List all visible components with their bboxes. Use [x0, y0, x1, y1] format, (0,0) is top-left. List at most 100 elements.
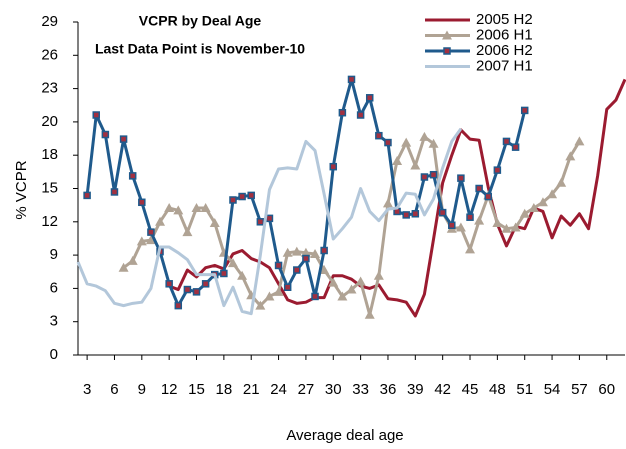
- marker: [264, 291, 275, 301]
- x-tick-label: 36: [380, 381, 397, 398]
- marker: [384, 138, 392, 147]
- marker: [320, 246, 328, 255]
- y-tick-label: 9: [50, 246, 58, 263]
- marker: [291, 246, 302, 256]
- marker: [310, 248, 321, 258]
- marker: [274, 261, 283, 270]
- marker: [136, 236, 147, 246]
- x-tick-label: 33: [352, 381, 369, 398]
- marker: [501, 223, 512, 233]
- y-tick-label: 0: [50, 346, 58, 363]
- marker: [256, 218, 265, 226]
- legend-label: 2006 H1: [476, 26, 533, 43]
- x-tick-label: 6: [110, 381, 118, 398]
- marker: [247, 191, 255, 200]
- marker: [293, 266, 301, 274]
- x-tick-label: 42: [434, 381, 451, 398]
- y-tick-label: 12: [41, 213, 58, 230]
- marker: [165, 280, 173, 288]
- marker: [448, 221, 456, 229]
- series-line: [85, 77, 527, 308]
- marker: [283, 283, 292, 292]
- marker: [556, 177, 567, 187]
- marker: [138, 198, 146, 207]
- marker: [300, 247, 311, 257]
- marker: [410, 160, 421, 170]
- marker: [465, 244, 476, 254]
- marker: [428, 138, 439, 148]
- x-tick-label: 9: [138, 381, 146, 398]
- y-tick-label: 18: [41, 146, 58, 163]
- marker: [265, 214, 274, 223]
- marker: [365, 94, 374, 102]
- x-tick-label: 54: [544, 381, 561, 398]
- marker: [382, 198, 393, 208]
- marker: [402, 211, 410, 219]
- marker: [183, 285, 192, 294]
- marker: [164, 203, 175, 213]
- x-tick-label: 51: [516, 381, 533, 398]
- marker: [127, 255, 138, 265]
- x-tick-label: 21: [243, 381, 260, 398]
- marker: [147, 228, 155, 236]
- marker: [547, 189, 558, 199]
- marker: [438, 208, 447, 217]
- marker: [110, 188, 119, 196]
- marker: [537, 197, 548, 207]
- marker: [83, 191, 91, 200]
- marker: [492, 217, 503, 227]
- marker: [182, 227, 193, 237]
- marker: [484, 192, 492, 201]
- marker: [174, 301, 183, 310]
- x-tick-label: 15: [188, 381, 205, 398]
- marker: [420, 173, 429, 181]
- x-tick-label: 39: [407, 381, 424, 398]
- x-tick-label: 27: [298, 381, 315, 398]
- x-tick-label: 12: [161, 381, 178, 398]
- marker: [443, 47, 451, 55]
- x-tick-label: 45: [462, 381, 479, 398]
- marker: [519, 208, 530, 218]
- marker: [227, 258, 238, 268]
- marker: [375, 131, 383, 140]
- marker: [401, 137, 412, 147]
- marker: [337, 291, 348, 301]
- x-tick-label: 57: [571, 381, 588, 398]
- y-tick-label: 15: [41, 179, 58, 196]
- marker: [493, 166, 502, 174]
- marker: [328, 277, 339, 287]
- marker: [474, 215, 485, 225]
- marker: [373, 270, 384, 280]
- marker: [338, 108, 347, 117]
- marker: [119, 135, 128, 143]
- series-line: [168, 78, 626, 318]
- marker: [356, 111, 365, 119]
- marker: [255, 300, 266, 310]
- marker: [392, 155, 403, 165]
- marker: [574, 136, 585, 146]
- x-tick-label: 24: [270, 381, 287, 398]
- x-tick-label: 48: [489, 381, 506, 398]
- marker: [455, 222, 466, 232]
- marker: [282, 247, 293, 257]
- marker: [502, 137, 511, 146]
- marker: [411, 210, 420, 218]
- marker: [319, 265, 330, 275]
- marker: [237, 270, 248, 280]
- marker: [155, 216, 166, 226]
- marker: [118, 262, 129, 272]
- marker: [201, 280, 210, 288]
- chart-subtitle: Last Data Point is November-10: [95, 41, 305, 57]
- marker: [302, 254, 310, 263]
- marker: [229, 196, 237, 204]
- marker: [466, 213, 474, 221]
- marker: [520, 106, 529, 115]
- marker: [128, 172, 137, 180]
- marker: [92, 111, 100, 119]
- legend-label: 2006 H2: [476, 42, 533, 59]
- x-tick-label: 30: [325, 381, 342, 398]
- legend-label: 2005 H2: [476, 11, 533, 28]
- marker: [510, 222, 521, 232]
- marker: [192, 288, 201, 296]
